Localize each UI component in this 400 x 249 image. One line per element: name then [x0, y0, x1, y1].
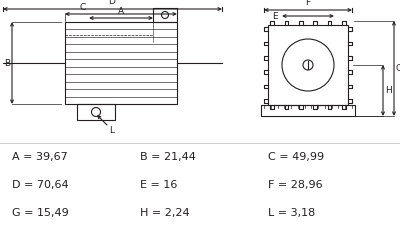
Text: A = 39,67: A = 39,67 [12, 152, 68, 162]
Text: G = 15,49: G = 15,49 [12, 208, 69, 218]
Text: C = 49,99: C = 49,99 [268, 152, 324, 162]
Text: D = 70,64: D = 70,64 [12, 180, 69, 190]
Bar [268, 25, 348, 105]
Text: E: E [272, 11, 278, 20]
Bar [153, 8, 177, 22]
Text: B: B [4, 59, 10, 67]
Text: B = 21,44: B = 21,44 [140, 152, 196, 162]
Text: L = 3,18: L = 3,18 [268, 208, 315, 218]
Text: H: H [385, 86, 392, 95]
Text: A: A [118, 7, 124, 16]
Text: E = 16: E = 16 [140, 180, 177, 190]
Text: H = 2,24: H = 2,24 [140, 208, 190, 218]
Bar [261, 105, 355, 116]
Bar [65, 22, 177, 104]
Text: C: C [80, 3, 86, 12]
Text: F: F [306, 0, 310, 7]
Bar [77, 104, 115, 120]
Text: F = 28,96: F = 28,96 [268, 180, 323, 190]
Text: L: L [109, 126, 114, 135]
Text: G: G [396, 64, 400, 73]
Text: D: D [108, 0, 116, 6]
